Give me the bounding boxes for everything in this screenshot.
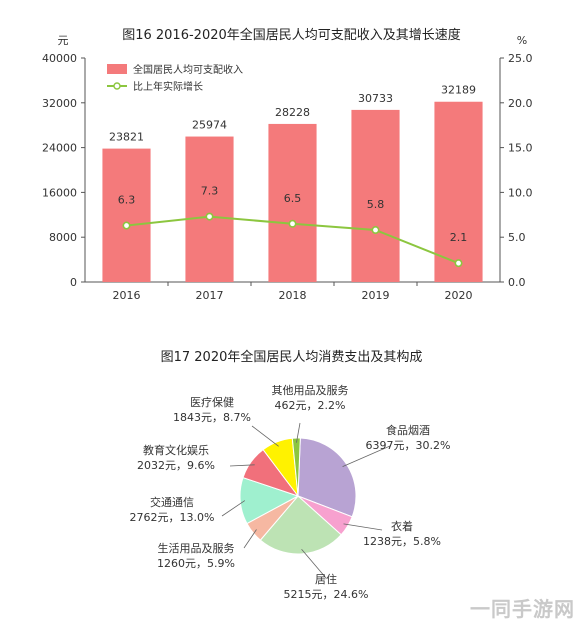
growth-point <box>122 221 131 230</box>
y-left-tick-label: 32000 <box>42 97 77 110</box>
income-bar-line-chart: 0 8000 16000 24000 32000 40000 0.0 5.0 10.0 15.0 2… <box>42 34 533 302</box>
pie-slice-name: 交通通信 <box>150 495 194 509</box>
y-left-tick-label: 16000 <box>42 186 77 199</box>
pie-slice <box>297 437 357 518</box>
pie-slice-name: 衣着 <box>391 519 413 533</box>
consumption-pie-chart: 食品烟酒 6397元，30.2% 衣着 1238元，5.8% 居住 5215元，24.6%… <box>130 384 451 601</box>
pie-slice-name: 医疗保健 <box>190 395 234 409</box>
bar <box>351 109 400 282</box>
bar-value-label: 32189 <box>441 84 476 97</box>
growth-point <box>205 212 214 221</box>
chart-title-fig16: 图16 2016-2020年全国居民人均可支配收入及其增长速度 <box>122 28 461 43</box>
y-left-tick-label: 0 <box>70 276 77 289</box>
y-right-tick-label: 0.0 <box>508 276 526 289</box>
pie-slice-amount: 2762元，13.0% <box>130 511 215 524</box>
growth-point <box>454 259 463 268</box>
pie-slice <box>259 495 342 555</box>
pie-slice-amount: 462元，2.2% <box>275 399 346 412</box>
pie-slice-name: 生活用品及服务 <box>158 541 235 555</box>
watermark: 一同手游网 <box>470 597 575 621</box>
legend-bar-label: 全国居民人均可支配收入 <box>133 63 243 76</box>
x-tick-label: 2017 <box>196 289 224 302</box>
x-tick-label: 2018 <box>279 289 307 302</box>
x-tick-label: 2016 <box>113 289 141 302</box>
growth-value-label: 6.3 <box>118 194 136 207</box>
y-right-tick-label: 25.0 <box>508 52 533 65</box>
legend-line-label: 比上年实际增长 <box>133 80 203 93</box>
pie-slice-amount: 5215元，24.6% <box>284 588 369 601</box>
pie-slice <box>291 437 301 497</box>
pie-leader-line <box>342 445 391 468</box>
y-left-unit: 元 <box>58 34 69 47</box>
pie-slice-name: 其他用品及服务 <box>272 384 349 397</box>
legend-bar-swatch <box>107 64 127 74</box>
pie-slice-amount: 1260元，5.9% <box>157 557 235 570</box>
pie-leader-line <box>221 500 246 517</box>
y-right-tick-label: 15.0 <box>508 142 533 155</box>
pie-slice-amount: 1238元，5.8% <box>363 535 441 548</box>
bar <box>185 136 234 282</box>
y-right-tick-label: 10.0 <box>508 186 533 199</box>
growth-value-label: 6.5 <box>284 192 302 205</box>
bar <box>102 148 151 282</box>
bar <box>434 101 483 282</box>
pie-slice-amount: 6397元，30.2% <box>366 439 451 452</box>
pie-slice-name: 食品烟酒 <box>386 423 430 437</box>
chart-title-fig17: 图17 2020年全国居民人均消费支出及其构成 <box>160 350 423 365</box>
growth-value-label: 5.8 <box>367 198 385 211</box>
bar <box>268 123 317 282</box>
growth-value-label: 2.1 <box>450 231 468 244</box>
bar-value-label: 23821 <box>109 131 144 144</box>
pie-leader-line <box>301 548 327 579</box>
y-left-tick-label: 8000 <box>49 231 77 244</box>
growth-value-label: 7.3 <box>201 185 219 198</box>
pie-slice-amount: 2032元，9.6% <box>137 459 215 472</box>
pie-slice-name: 居住 <box>315 572 337 586</box>
y-right-tick-label: 5.0 <box>508 231 526 244</box>
y-left-tick-label: 24000 <box>42 142 77 155</box>
pie-slice-amount: 1843元，8.7% <box>173 411 251 424</box>
y-right-tick-label: 20.0 <box>508 97 533 110</box>
pie-leader-line <box>229 464 255 467</box>
legend-line-marker <box>113 82 121 90</box>
growth-point <box>371 226 380 235</box>
x-tick-label: 2019 <box>362 289 390 302</box>
growth-point <box>288 219 297 228</box>
pie-leader-line <box>296 422 301 443</box>
pie-leader-line <box>251 425 279 447</box>
pie-leader-line <box>343 523 383 531</box>
y-left-tick-label: 40000 <box>42 52 77 65</box>
bar-value-label: 25974 <box>192 119 227 132</box>
bar-value-label: 28228 <box>275 106 310 119</box>
x-tick-label: 2020 <box>445 289 473 302</box>
pie-slice-name: 教育文化娱乐 <box>143 443 209 457</box>
bar-value-label: 30733 <box>358 92 393 105</box>
y-right-unit: % <box>517 34 527 47</box>
pie-leader-line <box>243 529 257 549</box>
